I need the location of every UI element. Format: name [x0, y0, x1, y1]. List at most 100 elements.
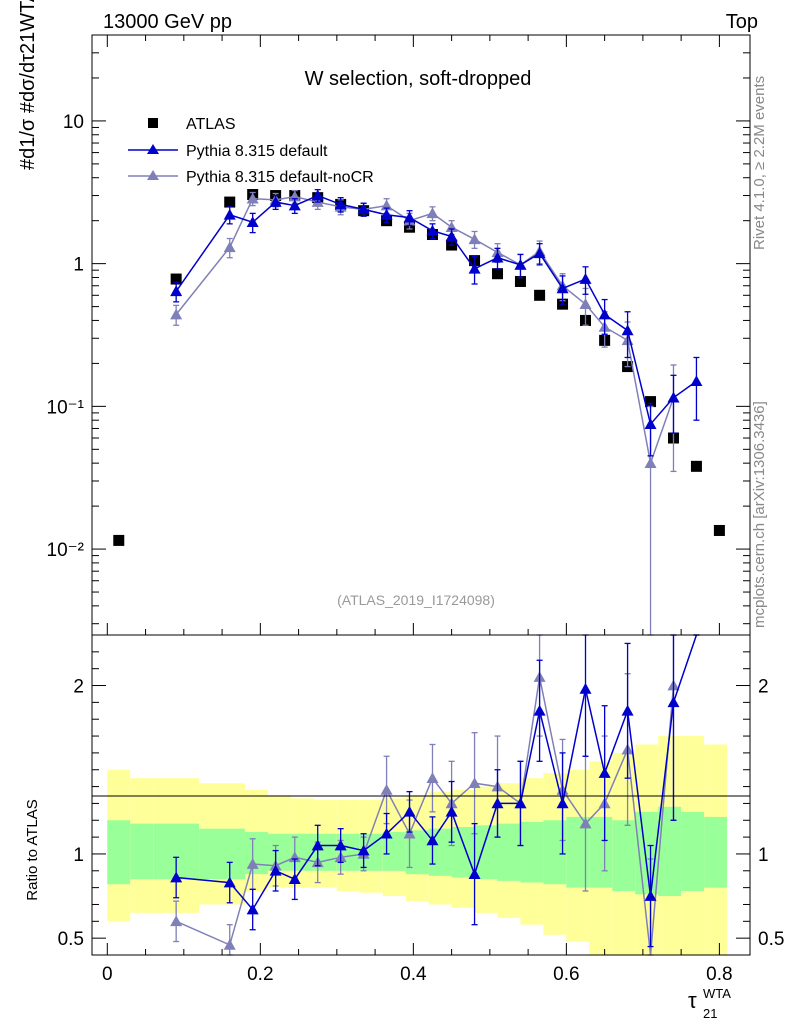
ratio-point-default — [621, 704, 634, 716]
side-mcplots-label: mcplots.cern.ch [arXiv:1306.3436] — [751, 401, 768, 628]
ratio-point-default — [269, 864, 282, 876]
x-axis-label: τ WTA 21 — [688, 986, 731, 1021]
band-inner — [382, 832, 406, 871]
ratio-plot-frame — [91, 634, 751, 956]
band-inner — [566, 816, 590, 888]
ratio-point-default — [644, 890, 657, 901]
data-point-default — [598, 308, 611, 320]
data-point-nocr — [426, 207, 439, 219]
data-point-atlas — [690, 460, 702, 472]
ratio-point-nocr — [468, 777, 481, 789]
data-point-nocr — [579, 298, 592, 309]
legend-label-atlas: ATLAS — [186, 116, 236, 133]
ratio-point-default — [334, 839, 347, 851]
data-point-default — [644, 418, 657, 429]
ratio-point-nocr — [170, 915, 183, 927]
ratio-point-default — [223, 876, 236, 888]
ratio-point-default — [533, 704, 546, 716]
data-point-nocr — [223, 241, 236, 253]
band-inner — [107, 820, 131, 885]
data-point-default — [426, 224, 439, 236]
ratio-tick-label-left: 0.5 — [58, 929, 84, 950]
x-tick-label: 0.6 — [553, 964, 579, 985]
chart-title: W selection, soft-dropped — [305, 68, 532, 90]
data-point-default — [269, 196, 282, 207]
series-layer — [113, 188, 725, 636]
y-axis-label-main: #d1/σ #dσ/dτ21WTA — [17, 0, 39, 170]
header-right: Top — [726, 11, 758, 33]
legend-marker-nocr — [147, 170, 159, 180]
legend-marker-atlas — [148, 118, 158, 128]
band-inner — [497, 823, 521, 881]
data-point-default — [621, 324, 634, 336]
ratio-y-axis-label: Ratio to ATLAS — [24, 799, 41, 900]
legend-marker-default — [147, 144, 159, 154]
data-point-atlas — [645, 396, 657, 408]
header-left: 13000 GeV pp — [103, 11, 232, 33]
ratio-point-default — [403, 805, 416, 817]
x-tick-label: 0.2 — [247, 964, 273, 985]
band-inner — [589, 816, 613, 888]
ratio-point-default — [357, 844, 370, 856]
ratio-series-layer — [170, 634, 700, 956]
legend-label-default: Pythia 8.315 default — [186, 143, 328, 160]
band-inner — [612, 820, 636, 891]
data-point-atlas — [713, 524, 725, 536]
ratio-point-default — [514, 797, 527, 809]
data-point-atlas — [534, 289, 546, 301]
data-point-nocr — [644, 457, 657, 468]
y-tick-label: 10⁻¹ — [47, 397, 85, 418]
data-point-default — [311, 189, 324, 201]
data-point-nocr — [468, 233, 481, 245]
data-point-default — [514, 258, 527, 270]
ratio-tick-label-right: 0.5 — [758, 929, 784, 950]
data-point-default — [533, 247, 546, 259]
ratio-point-nocr — [380, 783, 393, 795]
ratio-tick-label-left: 1 — [73, 845, 84, 866]
ratio-point-default — [246, 903, 259, 915]
y-tick-label: 10 — [63, 112, 84, 133]
ratio-point-default — [288, 873, 301, 885]
data-point-default — [690, 375, 703, 387]
ratio-point-nocr — [403, 827, 416, 839]
band-inner — [520, 821, 544, 883]
band-inner — [474, 825, 498, 880]
ratio-tick-label-right: 2 — [758, 677, 769, 698]
x-tick-label: 0.8 — [706, 964, 732, 985]
data-point-nocr — [246, 192, 259, 204]
analysis-id: (ATLAS_2019_I1724098) — [337, 592, 495, 608]
band-inner — [405, 830, 429, 875]
ratio-point-default — [579, 682, 592, 694]
data-point-default — [288, 199, 301, 211]
side-rivet-label: Rivet 4.1.0, ≥ 2.2M events — [751, 76, 768, 250]
axes-layer: 0 0.2 0.4 0.6 0.8 10⁻² 10⁻¹ 1 10 0.5 0.5 1 1 2 2 — [47, 34, 784, 985]
data-point-default — [403, 211, 416, 223]
y-tick-label: 1 — [73, 255, 84, 276]
data-point-default — [170, 285, 183, 297]
ratio-point-default — [491, 797, 504, 809]
ratio-point-nocr — [579, 817, 592, 829]
band-inner — [681, 811, 705, 891]
data-point-atlas — [113, 534, 125, 546]
data-point-default — [223, 208, 236, 220]
ratio-tick-label-left: 2 — [73, 677, 84, 698]
data-point-default — [334, 198, 347, 210]
ratio-point-default — [445, 805, 458, 817]
data-point-default — [556, 282, 569, 294]
ratio-point-default — [468, 868, 481, 879]
series-line-nocr — [175, 195, 675, 467]
ratio-point-nocr — [223, 938, 236, 950]
legend: ATLAS Pythia 8.315 default Pythia 8.315 … — [128, 116, 374, 186]
data-point-default — [246, 216, 259, 228]
ratio-tick-label-right: 1 — [758, 845, 769, 866]
band-inner — [658, 806, 682, 897]
x-tick-label: 0 — [102, 964, 113, 985]
ratio-point-default — [556, 797, 569, 809]
x-tick-label: 0.4 — [400, 964, 427, 985]
band-inner — [451, 827, 475, 878]
data-point-atlas — [514, 275, 526, 287]
data-point-default — [491, 251, 504, 263]
data-point-atlas — [224, 196, 236, 208]
data-point-default — [667, 391, 680, 403]
